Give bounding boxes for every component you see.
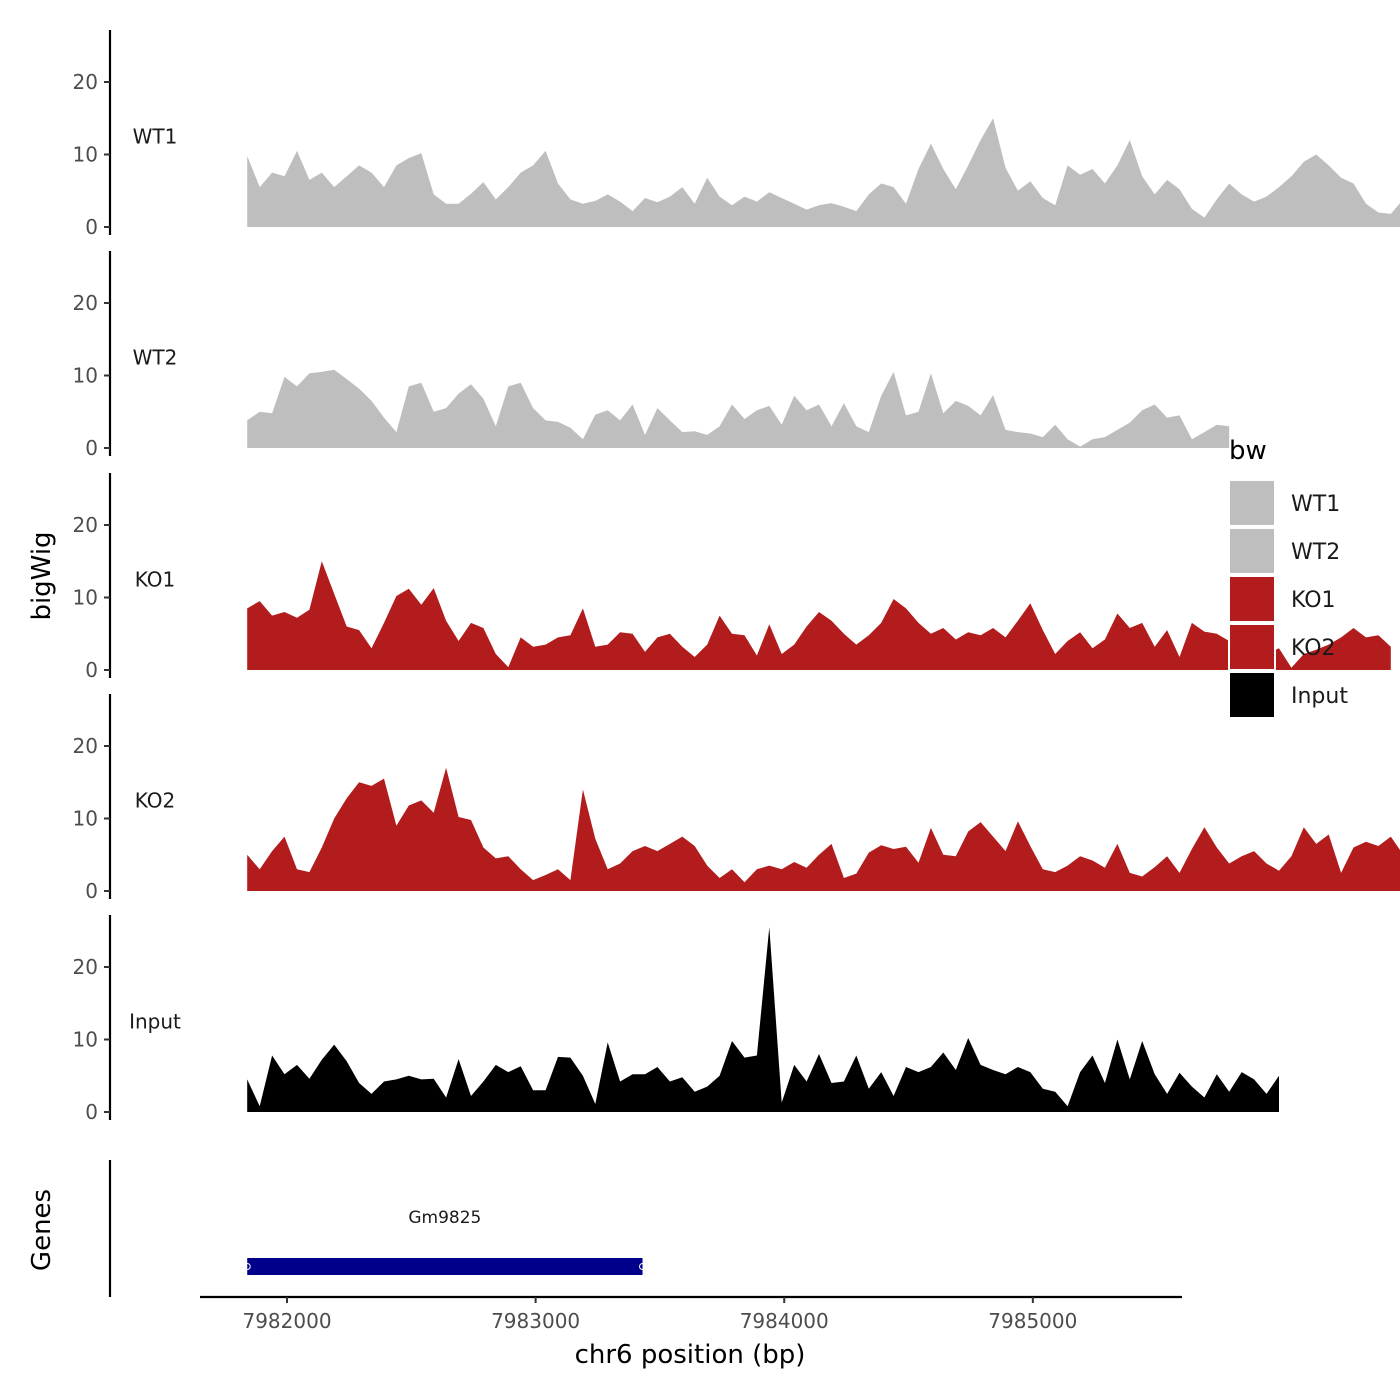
legend-label-wt1: WT1 <box>1291 492 1340 517</box>
legend-key-wt1 <box>1228 479 1276 527</box>
y-tick-label: 0 <box>85 879 98 903</box>
track-area-wt1 <box>247 118 1400 227</box>
track-label: Input <box>129 1009 181 1033</box>
legend-key-wt2 <box>1228 527 1276 575</box>
legend-title: bw <box>1229 436 1267 466</box>
track-label: WT2 <box>133 345 178 369</box>
track-wt2: 0 10 20 WT2 <box>73 251 1230 460</box>
track-area-wt2 <box>247 369 1230 448</box>
y-tick-label: 20 <box>73 291 98 315</box>
y-tick-label: 0 <box>85 658 98 682</box>
y-tick-label: 0 <box>85 1100 98 1124</box>
y-tick-label: 10 <box>73 143 98 167</box>
x-tick-label: 7983000 <box>491 1309 580 1333</box>
y-axis-title: bigWig <box>27 531 57 620</box>
track-area-input <box>247 927 1280 1112</box>
gene-body <box>247 1258 643 1275</box>
y-tick-label: 10 <box>73 586 98 610</box>
track-input: 0 10 20 Input <box>73 915 1280 1124</box>
x-axis-title: chr6 position (bp) <box>575 1340 806 1370</box>
x-tick-label: 7984000 <box>740 1309 829 1333</box>
track-label: KO2 <box>135 788 176 812</box>
genes-panel: Gm9825 <box>108 1160 647 1297</box>
y-tick-label: 20 <box>73 513 98 537</box>
track-ko2: 0 10 20 KO2 <box>73 694 1400 903</box>
x-axis: 7982000 7983000 7984000 7985000 <box>200 1295 1182 1333</box>
genes-axis-title: Genes <box>27 1189 57 1271</box>
track-wt1: 0 10 20 WT1 <box>73 30 1400 239</box>
gene-label: Gm9825 <box>408 1208 481 1228</box>
y-tick-label: 20 <box>73 955 98 979</box>
track-label: KO1 <box>135 567 176 591</box>
track-panels: 0 10 20 WT1 0 10 20 WT2 0 10 20 KO1 0 10 20 KO2 0 10 20 Inp… <box>73 30 1400 1124</box>
legend-key-ko2 <box>1228 623 1276 671</box>
y-tick-label: 10 <box>73 1028 98 1052</box>
track-label: WT1 <box>133 124 178 148</box>
gene-start-marker <box>243 1263 251 1270</box>
y-tick-label: 10 <box>73 807 98 831</box>
track-area-ko2 <box>247 767 1400 891</box>
track-ko1: 0 10 20 KO1 <box>73 473 1391 682</box>
legend-label-ko1: KO1 <box>1291 588 1336 613</box>
y-tick-label: 20 <box>73 734 98 758</box>
legend-key-ko1 <box>1228 575 1276 623</box>
x-tick-label: 7985000 <box>988 1309 1077 1333</box>
y-tick-label: 0 <box>85 436 98 460</box>
legend-label-input: Input <box>1291 684 1348 709</box>
track-area-ko1 <box>247 561 1391 670</box>
x-tick-label: 7982000 <box>242 1309 331 1333</box>
legend-label-ko2: KO2 <box>1291 636 1336 661</box>
y-tick-label: 20 <box>73 70 98 94</box>
y-tick-label: 10 <box>73 364 98 388</box>
legend: bw WT1 WT2 KO1 KO2 Input <box>1228 436 1348 719</box>
gene-end-marker <box>639 1263 647 1270</box>
y-tick-label: 0 <box>85 215 98 239</box>
legend-label-wt2: WT2 <box>1291 540 1340 565</box>
legend-key-input <box>1228 671 1276 719</box>
